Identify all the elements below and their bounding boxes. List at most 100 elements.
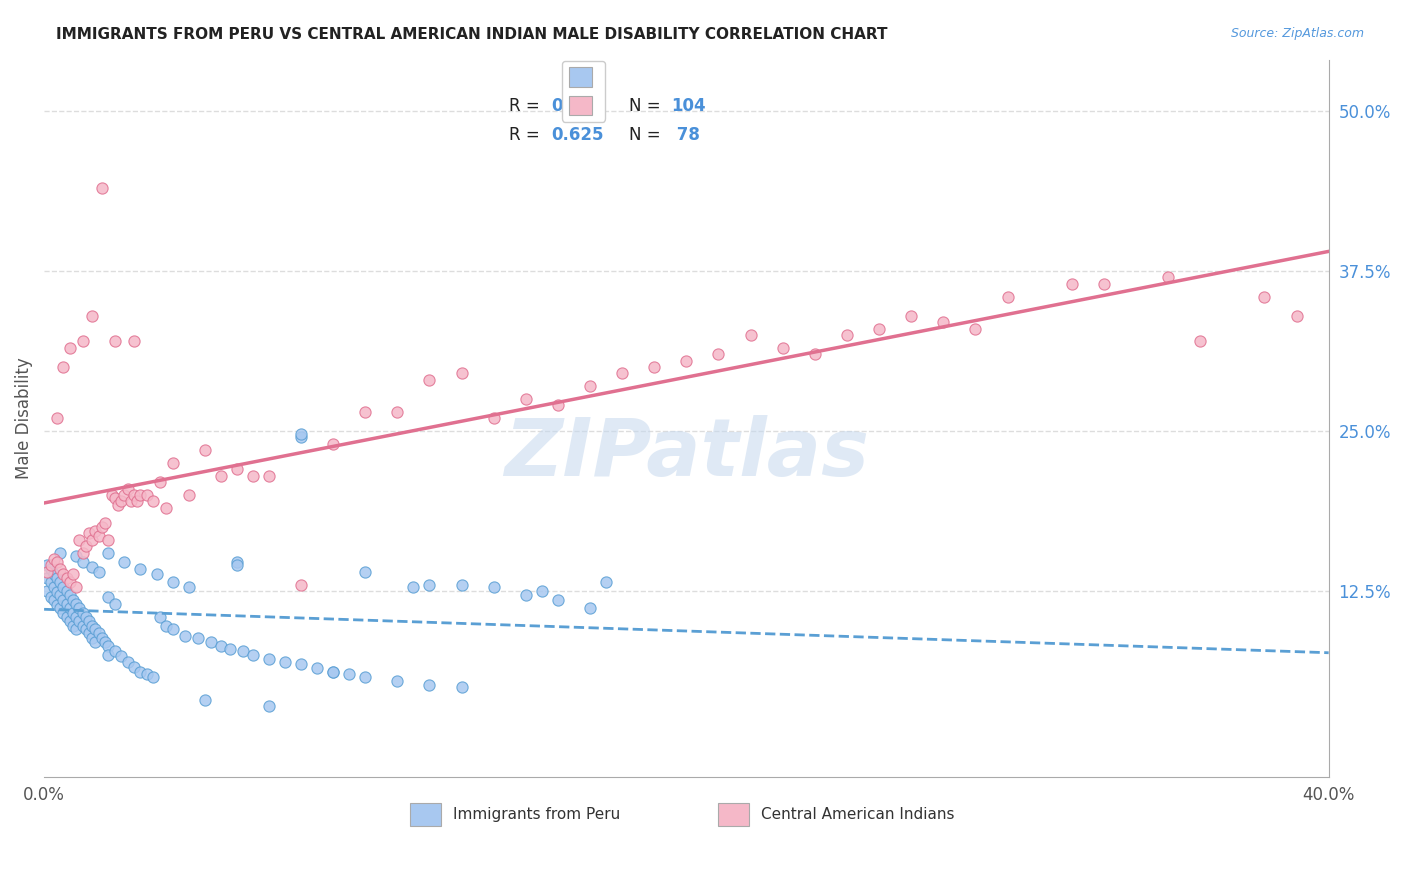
Point <box>242 468 264 483</box>
Point <box>257 468 280 483</box>
Point <box>610 367 633 381</box>
Point <box>65 597 87 611</box>
Point <box>75 539 97 553</box>
Point <box>354 405 377 419</box>
Point <box>290 657 312 671</box>
Text: 0.254: 0.254 <box>551 97 605 115</box>
Point <box>117 655 139 669</box>
Point <box>62 593 84 607</box>
Point <box>1092 277 1115 291</box>
Text: N =: N = <box>628 97 665 115</box>
Point <box>387 673 409 688</box>
Point <box>450 367 472 381</box>
Point <box>52 606 75 620</box>
Point <box>772 341 794 355</box>
Point <box>59 341 82 355</box>
Point <box>65 609 87 624</box>
Text: ZIPatlas: ZIPatlas <box>503 415 869 493</box>
Point <box>46 585 69 599</box>
Point <box>162 575 184 590</box>
Point <box>595 575 617 590</box>
Point <box>87 565 110 579</box>
Point <box>84 635 107 649</box>
Point <box>67 600 90 615</box>
Point <box>219 641 242 656</box>
Point <box>740 327 762 342</box>
Point <box>1157 270 1180 285</box>
Point <box>37 565 59 579</box>
Point <box>129 488 152 502</box>
Point <box>965 321 987 335</box>
Point <box>72 546 94 560</box>
Point <box>46 555 69 569</box>
Point <box>65 623 87 637</box>
Point <box>59 588 82 602</box>
Point <box>90 180 112 194</box>
Point <box>579 379 602 393</box>
Point <box>112 488 135 502</box>
Point <box>418 373 440 387</box>
Point <box>418 677 440 691</box>
Point <box>87 626 110 640</box>
Text: Central American Indians: Central American Indians <box>761 806 955 822</box>
Point <box>82 559 104 574</box>
Point <box>354 670 377 684</box>
Point <box>72 334 94 349</box>
Point <box>107 498 129 512</box>
FancyBboxPatch shape <box>718 803 749 825</box>
Point <box>402 580 425 594</box>
Point <box>120 494 142 508</box>
Point <box>835 327 858 342</box>
Point <box>90 520 112 534</box>
Point <box>100 488 122 502</box>
Point <box>142 494 165 508</box>
Point <box>110 649 132 664</box>
Point <box>49 546 72 560</box>
Point <box>49 562 72 576</box>
Point <box>55 597 77 611</box>
Point <box>49 600 72 615</box>
Point <box>104 334 127 349</box>
Point <box>90 632 112 646</box>
Point <box>194 443 217 458</box>
Point <box>75 609 97 624</box>
Point <box>177 580 200 594</box>
Point <box>129 562 152 576</box>
Point <box>225 555 247 569</box>
Point <box>149 609 172 624</box>
Point <box>225 558 247 573</box>
Point <box>579 600 602 615</box>
Y-axis label: Male Disability: Male Disability <box>15 358 32 479</box>
Point <box>42 593 65 607</box>
Point <box>52 567 75 582</box>
Point <box>94 635 117 649</box>
Text: Immigrants from Peru: Immigrants from Peru <box>453 806 620 822</box>
Point <box>142 670 165 684</box>
Point <box>84 623 107 637</box>
Point <box>55 584 77 599</box>
Text: R =: R = <box>509 126 546 144</box>
Text: 78: 78 <box>671 126 700 144</box>
Point <box>104 644 127 658</box>
Point <box>59 600 82 615</box>
Point <box>135 667 157 681</box>
Point <box>42 580 65 594</box>
Point <box>482 580 505 594</box>
Point <box>127 494 149 508</box>
Point <box>72 606 94 620</box>
Point <box>387 405 409 419</box>
Point <box>257 699 280 714</box>
Text: N =: N = <box>628 126 665 144</box>
Point <box>62 606 84 620</box>
Point <box>1285 309 1308 323</box>
Point <box>77 526 100 541</box>
Point <box>52 580 75 594</box>
Point <box>290 426 312 441</box>
Point <box>643 359 665 374</box>
Text: 104: 104 <box>671 97 706 115</box>
Point <box>97 591 120 605</box>
Point <box>62 618 84 632</box>
Point <box>67 614 90 628</box>
Text: R =: R = <box>509 97 546 115</box>
Point <box>162 456 184 470</box>
